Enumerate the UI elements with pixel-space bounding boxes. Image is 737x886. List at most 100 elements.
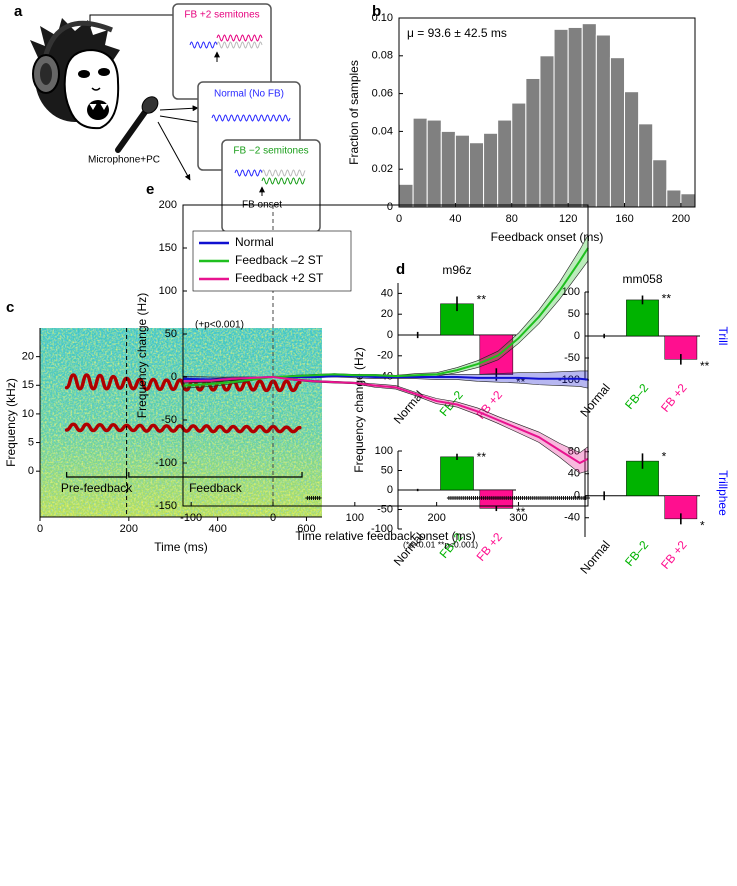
box-label: Normal (No FB) bbox=[214, 89, 284, 100]
plot-frame bbox=[182, 204, 589, 507]
bar bbox=[595, 34, 611, 208]
panel-label: c bbox=[6, 299, 14, 316]
diagram: Microphone+PC FB +2 semitones Normal (No… bbox=[30, 3, 321, 233]
bar bbox=[440, 130, 456, 208]
x-tick-label: 0 bbox=[270, 512, 276, 524]
bracket-label: Feedback bbox=[189, 481, 243, 495]
x-tick-label: 200 bbox=[120, 523, 138, 535]
x-tick-label: 600 bbox=[297, 523, 315, 535]
y-tick-label: 100 bbox=[375, 445, 393, 457]
legend-label: Feedback –2 ST bbox=[235, 253, 324, 267]
y-tick-label: -50 bbox=[161, 414, 177, 426]
x-tick-label: 0 bbox=[396, 213, 402, 225]
y-tick-label: 0.08 bbox=[372, 50, 393, 62]
y-tick-label: 10 bbox=[22, 408, 34, 420]
bar bbox=[398, 183, 414, 208]
bracket bbox=[128, 472, 303, 478]
y-tick-label: 20 bbox=[22, 351, 34, 363]
y-tick-label: 200 bbox=[159, 199, 177, 211]
x-tick-label: 200 bbox=[672, 213, 690, 225]
significance-markers bbox=[446, 496, 590, 500]
plot-frame bbox=[398, 17, 696, 208]
bar bbox=[454, 134, 470, 208]
y-tick-label: 20 bbox=[381, 308, 393, 320]
y-axis-label: Frequency (kHz) bbox=[4, 378, 18, 467]
x-tick-label: 200 bbox=[427, 512, 445, 524]
monkey-nose bbox=[91, 87, 101, 91]
y-tick-label: -100 bbox=[371, 523, 393, 535]
y-tick-label: -40 bbox=[564, 512, 580, 524]
x-tick-label: 80 bbox=[506, 213, 518, 225]
category-label: FB +2 bbox=[474, 530, 506, 564]
line bbox=[182, 375, 589, 465]
y-tick-label: 0 bbox=[28, 465, 34, 477]
significance-markers bbox=[305, 496, 322, 500]
bar bbox=[567, 26, 583, 208]
y-tick-label: -20 bbox=[377, 350, 393, 362]
chart-title: mm058 bbox=[622, 272, 662, 286]
box-label: FB −2 semitones bbox=[233, 146, 308, 157]
y-axis-label: Frequency change (Hz) bbox=[135, 293, 149, 418]
y-tick-label: 100 bbox=[562, 286, 580, 298]
bracket-label: Pre-feedback bbox=[61, 481, 133, 495]
y-tick-label: 0.04 bbox=[372, 125, 393, 137]
y-tick-label: -50 bbox=[564, 352, 580, 364]
monkey-eye bbox=[98, 68, 110, 76]
panel-label: b bbox=[372, 3, 381, 20]
y-tick-label: -100 bbox=[558, 374, 580, 386]
row-label: Trillphee bbox=[716, 470, 730, 516]
bar bbox=[468, 142, 485, 208]
bar bbox=[479, 334, 514, 375]
y-tick-label: 50 bbox=[381, 464, 393, 476]
x-tick-label: 120 bbox=[559, 213, 577, 225]
category-label: FB–2 bbox=[622, 538, 651, 569]
spectrogram bbox=[40, 328, 322, 517]
device-label: Microphone+PC bbox=[88, 155, 160, 166]
note: (*p<0.01 **p<0.001) bbox=[403, 539, 478, 549]
bar bbox=[638, 123, 654, 208]
bar bbox=[553, 28, 569, 208]
waveform bbox=[261, 169, 306, 177]
x-axis-label: Time relative feedback onset (ms) bbox=[295, 529, 475, 543]
arrow bbox=[157, 121, 191, 181]
x-tick-label: 100 bbox=[346, 512, 364, 524]
bar bbox=[412, 117, 428, 208]
bar bbox=[581, 23, 597, 208]
x-tick-label: -100 bbox=[180, 512, 202, 524]
waveform bbox=[234, 169, 263, 177]
bar bbox=[609, 57, 626, 208]
bar bbox=[626, 299, 659, 337]
panel-label: e bbox=[146, 181, 154, 198]
y-tick-label: 150 bbox=[159, 242, 177, 254]
y-tick-label: -50 bbox=[377, 503, 393, 515]
x-tick-label: 40 bbox=[449, 213, 461, 225]
bar bbox=[666, 189, 682, 208]
y-tick-label: 100 bbox=[159, 285, 177, 297]
waveforms bbox=[189, 34, 306, 185]
headphone-band bbox=[42, 20, 113, 59]
waveform bbox=[216, 41, 263, 49]
y-tick-label: 0 bbox=[387, 329, 393, 341]
box-label: FB +2 semitones bbox=[184, 10, 259, 21]
y-axis-label: Frequency change (Hz) bbox=[352, 347, 366, 472]
bar bbox=[483, 132, 499, 208]
bar bbox=[652, 159, 668, 208]
y-tick-label: 50 bbox=[165, 328, 177, 340]
x-tick-label: 160 bbox=[615, 213, 633, 225]
significance: ** bbox=[662, 292, 672, 306]
bar bbox=[440, 456, 474, 491]
significance: * bbox=[662, 450, 667, 464]
y-tick-label: 15 bbox=[22, 379, 34, 391]
category-label: Normal bbox=[577, 538, 613, 577]
x-axis-label: Time (ms) bbox=[154, 540, 208, 554]
bar bbox=[624, 91, 640, 208]
y-tick-label: 50 bbox=[568, 308, 580, 320]
y-tick-label: 0 bbox=[387, 484, 393, 496]
waveform bbox=[216, 34, 263, 42]
y-tick-label: -150 bbox=[155, 500, 177, 512]
y-tick-label: 5 bbox=[28, 436, 34, 448]
significance: * bbox=[700, 519, 705, 533]
waveform bbox=[211, 114, 291, 122]
y-tick-label: 0 bbox=[171, 371, 177, 383]
